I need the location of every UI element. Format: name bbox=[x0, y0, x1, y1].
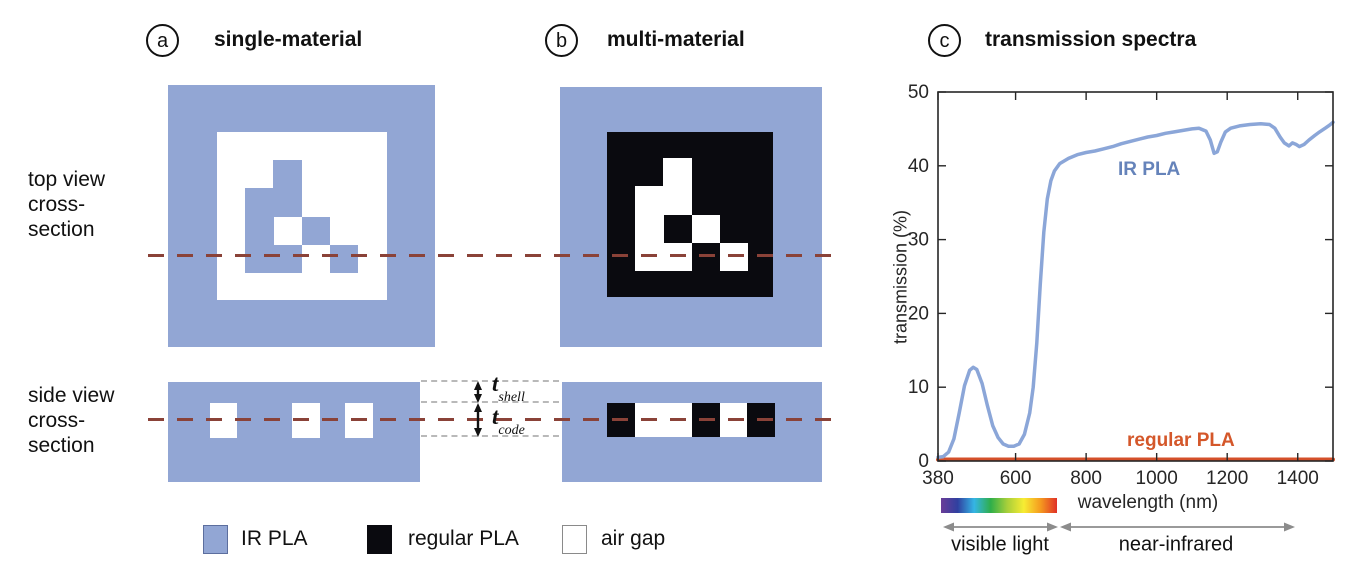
x-tick-label: 600 bbox=[1000, 468, 1032, 489]
legend-label-air-gap: air gap bbox=[601, 527, 666, 550]
x-tick-label: 800 bbox=[1070, 468, 1102, 489]
panel-a-title: single-material bbox=[214, 28, 363, 51]
panel-c-badge: c bbox=[928, 24, 961, 57]
t-shell-subscript: shell bbox=[498, 389, 525, 405]
regular-pla-series-label: regular PLA bbox=[1127, 430, 1235, 451]
panel-c-title: transmission spectra bbox=[985, 28, 1197, 51]
multi-material-top-view bbox=[560, 87, 822, 347]
code-cell bbox=[663, 158, 692, 187]
near-infrared-label: near-infrared bbox=[1118, 533, 1234, 556]
t-code-symbol: t bbox=[492, 404, 499, 429]
panel-c-badge-letter: c bbox=[939, 29, 950, 52]
x-tick-label: 1400 bbox=[1277, 468, 1319, 489]
y-axis-label: transmission (%) bbox=[890, 209, 911, 345]
code-cell bbox=[329, 244, 359, 274]
side-view-cut-line bbox=[148, 418, 842, 421]
ir-pla-series-label: IR PLA bbox=[1118, 159, 1181, 180]
top-view-cut-line bbox=[148, 254, 842, 257]
code-cell bbox=[635, 186, 664, 215]
legend-swatch-air-gap bbox=[562, 525, 587, 554]
legend-swatch-regular-pla bbox=[367, 525, 392, 554]
code-cell bbox=[719, 242, 749, 272]
code-cell bbox=[691, 214, 721, 244]
shell-top-guide-line bbox=[421, 380, 559, 382]
y-tick-label: 30 bbox=[908, 230, 929, 251]
single-material-code-area bbox=[217, 132, 387, 300]
code-cell bbox=[245, 216, 274, 246]
code-cell bbox=[245, 188, 274, 217]
panel-b-badge: b bbox=[545, 24, 578, 57]
y-tick-label: 50 bbox=[908, 82, 929, 103]
code-cell bbox=[245, 244, 274, 274]
t-code-subscript: code bbox=[498, 422, 525, 438]
code-cell bbox=[273, 244, 302, 274]
code-cell bbox=[635, 242, 664, 272]
code-cell bbox=[273, 160, 302, 189]
code-top-guide-line bbox=[421, 401, 559, 403]
panel-a-badge-letter: a bbox=[156, 29, 169, 52]
y-tick-label: 40 bbox=[908, 156, 929, 177]
code-cell bbox=[273, 188, 302, 217]
legend-label-ir-pla: IR PLA bbox=[241, 527, 308, 550]
visible-light-label: visible light bbox=[951, 533, 1049, 556]
t-code-label: tcode bbox=[492, 404, 525, 437]
code-cell bbox=[663, 186, 692, 215]
axis-box bbox=[937, 91, 1334, 462]
panel-b-badge-letter: b bbox=[555, 29, 568, 52]
multi-material-side-view bbox=[562, 382, 822, 482]
y-tick-label: 20 bbox=[908, 303, 929, 324]
legend-label-regular-pla: regular PLA bbox=[408, 527, 519, 550]
t-shell-label: tshell bbox=[492, 371, 525, 404]
x-tick-label: 1200 bbox=[1206, 468, 1248, 489]
t-shell-symbol: t bbox=[492, 371, 499, 396]
single-material-top-view bbox=[168, 85, 435, 347]
top-view-row-label: top view cross- section bbox=[28, 168, 106, 241]
code-cell bbox=[663, 242, 692, 272]
single-material-side-view bbox=[168, 382, 420, 482]
side-view-row-label: side view cross- section bbox=[28, 384, 115, 457]
transmission-spectra-plot: 380 600 800 1000 1200 1400 0 10 20 30 40 50 bbox=[908, 82, 1335, 489]
x-axis-label: wavelength (nm) bbox=[1077, 492, 1219, 513]
code-bottom-guide-line bbox=[421, 435, 559, 437]
code-cell bbox=[635, 214, 664, 244]
panel-b-title: multi-material bbox=[607, 28, 745, 51]
band-range-arrows bbox=[943, 522, 1295, 532]
x-tick-label: 1000 bbox=[1136, 468, 1178, 489]
code-cell bbox=[301, 216, 331, 246]
visible-spectrum-bar bbox=[941, 498, 1057, 513]
panel-a-badge: a bbox=[146, 24, 179, 57]
series-ir-pla bbox=[936, 120, 1335, 460]
y-tick-label: 10 bbox=[908, 377, 929, 398]
multi-material-code-area bbox=[607, 132, 773, 297]
legend-swatch-ir-pla bbox=[203, 525, 228, 554]
x-tick-label: 380 bbox=[922, 468, 954, 489]
y-tick-label: 0 bbox=[918, 451, 929, 472]
thickness-arrows bbox=[474, 381, 482, 437]
